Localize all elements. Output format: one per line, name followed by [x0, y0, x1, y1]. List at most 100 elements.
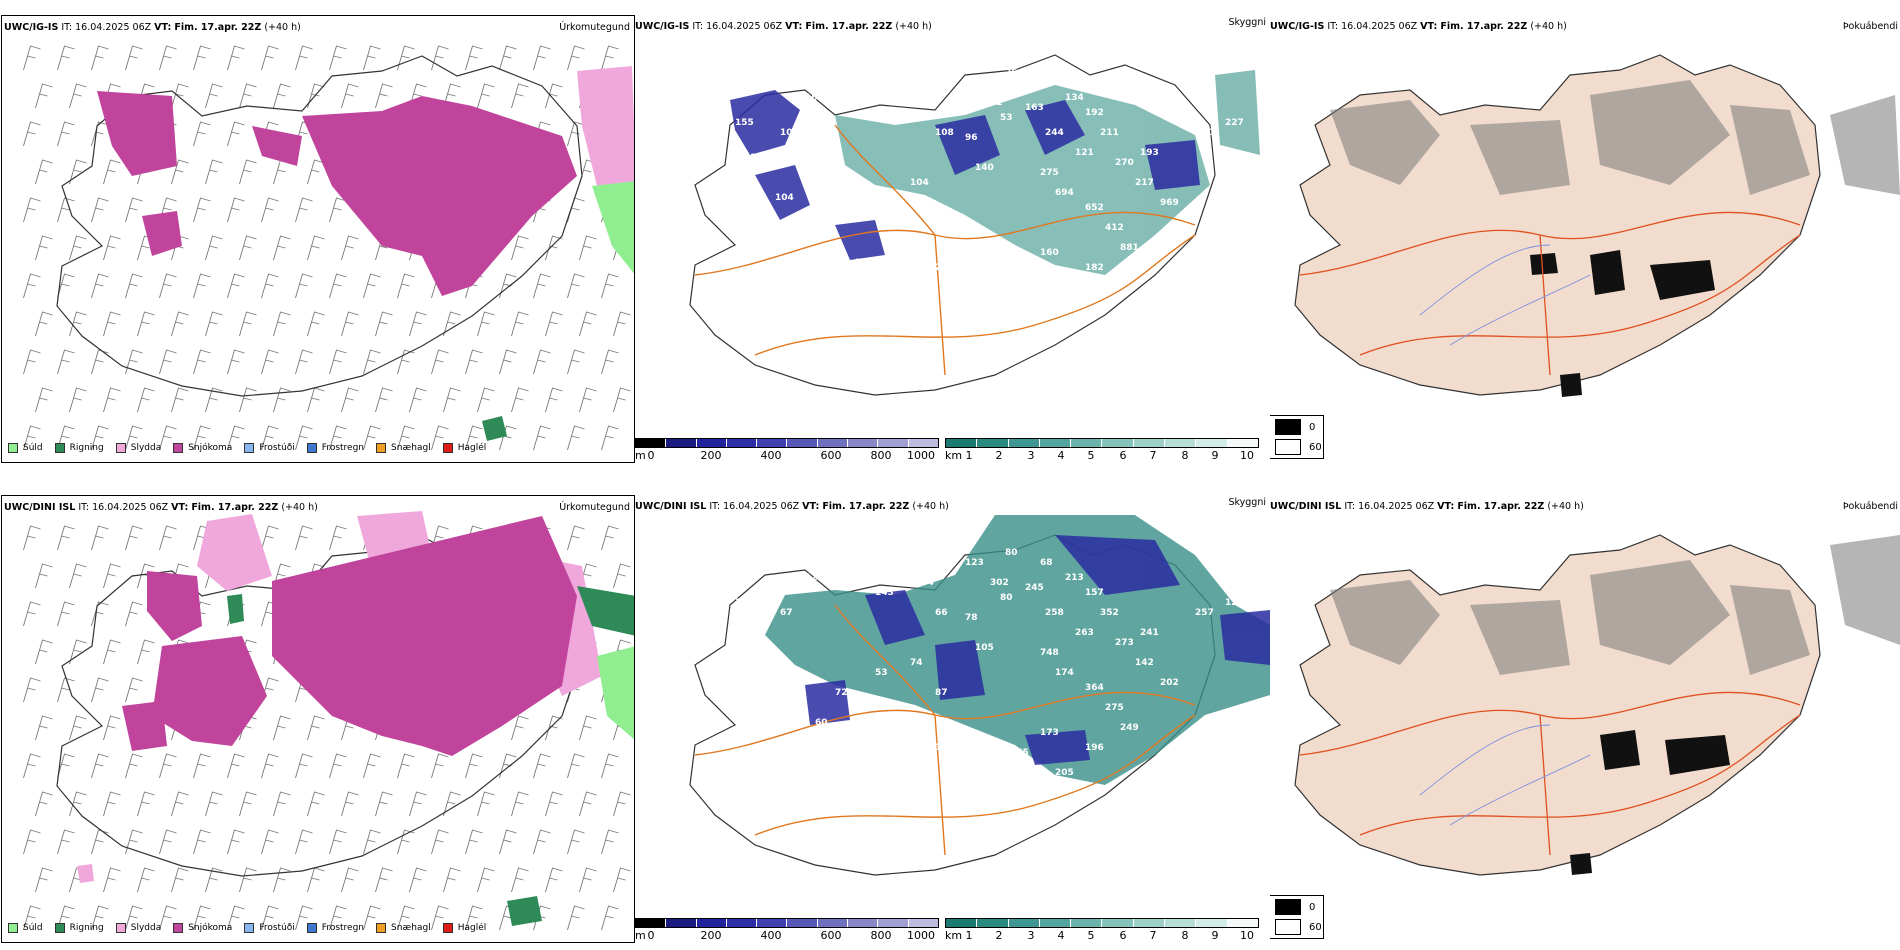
visibility-colorbar: km 1 2 3 4 5 6 7 8 9 10 [945, 918, 1259, 943]
wind-barb [341, 867, 359, 893]
cloud-base-colorbar-bar [635, 438, 939, 448]
fog-title: UWC/IG-IS IT: 16.04.2025 06Z VT: Fim. 17… [1270, 21, 1567, 33]
wind-barb [613, 563, 631, 589]
fog-title: UWC/DINI ISL IT: 16.04.2025 06Z VT: Fim.… [1270, 501, 1584, 513]
wind-barb [363, 829, 381, 855]
wind-barb [159, 905, 177, 931]
wind-barb [35, 235, 53, 261]
wind-barb [511, 791, 529, 817]
wind-barb [465, 349, 483, 375]
wind-barb [341, 387, 359, 413]
cloud-base-label: 51 [990, 98, 1003, 108]
wind-barb [91, 753, 109, 779]
wind-barb [307, 791, 325, 817]
wind-barb [91, 121, 109, 147]
cloud-base-label: 694 [1055, 188, 1074, 198]
wind-barb [329, 829, 347, 855]
wind-barb [545, 235, 563, 261]
wind-barb [35, 715, 53, 741]
wind-barb [205, 387, 223, 413]
wind-barb [329, 197, 347, 223]
wind-barb [329, 525, 347, 551]
cloud-base-label: 270 [1115, 158, 1134, 168]
wind-barb [23, 121, 41, 147]
wind-barb [375, 83, 393, 109]
model-name: UWC/DINI ISL [635, 501, 707, 512]
wind-barb [329, 273, 347, 299]
cloud-type-label: Skyggni [1228, 17, 1266, 28]
wind-barb [533, 273, 551, 299]
wind-barb [613, 311, 631, 337]
cloud-base-label: 105 [875, 188, 894, 198]
wind-barb [567, 349, 585, 375]
it-label: IT: [1344, 501, 1356, 512]
wind-barb [205, 159, 223, 185]
road-network [694, 124, 1196, 376]
init-time: 16.04.2025 06Z [723, 501, 800, 512]
visibility-colorbar: km 1 2 3 4 5 6 7 8 9 10 [945, 438, 1259, 463]
wind-barb [567, 905, 585, 931]
cloud-base-label: 196 [1085, 743, 1104, 753]
wind-barb [273, 235, 291, 261]
cloud-base-label: 275 [1010, 268, 1029, 278]
wind-barb [567, 197, 585, 223]
wind-barb [91, 525, 109, 551]
precip-map-top [23, 45, 634, 451]
cloud-base-label: 227 [1225, 118, 1244, 128]
wind-barb [35, 311, 53, 337]
wind-barb [329, 753, 347, 779]
wind-barb [91, 425, 109, 451]
cloud-base-label: 53 [1000, 113, 1013, 123]
valid-time: Fim. 17.apr. 22Z [1457, 501, 1545, 512]
road-network [1299, 211, 1801, 376]
legend-swatch [115, 443, 126, 453]
cloud-base-label: 60 [815, 718, 828, 728]
wind-barb [601, 45, 619, 71]
legend-item: Súld [8, 923, 43, 933]
cloud-base-label: 142 [1135, 658, 1154, 668]
wind-barb [69, 387, 87, 413]
wind-barb [545, 311, 563, 337]
legend-item: Snæhagl [376, 443, 431, 453]
wind-barb [409, 791, 427, 817]
cloud-base-label: 211 [1100, 128, 1119, 138]
wind-barb [125, 677, 143, 703]
fog-legend-row: 60 [1275, 919, 1322, 935]
wind-barb [273, 311, 291, 337]
legend-item: Frostregn [306, 443, 364, 453]
wind-barb [601, 425, 619, 451]
cloud-base-colorbar: m 0 200 400 600 800 1000 [635, 438, 939, 463]
cloud-base-label: 245 [1025, 583, 1044, 593]
wind-barb [409, 311, 427, 337]
cloud-base-label: 68 [750, 633, 763, 643]
wind-barb [477, 867, 495, 893]
wind-barb [295, 425, 313, 451]
wind-barb [23, 197, 41, 223]
wind-barb [533, 45, 551, 71]
wind-barb [57, 905, 75, 931]
cloud-base-label: 143 [875, 588, 894, 598]
fog-legend-row: 0 [1275, 899, 1315, 915]
cloud-base-label: 258 [1045, 608, 1064, 618]
cloud-base-label: 62 [775, 673, 788, 683]
wind-barb [227, 905, 245, 931]
wind-barb [443, 83, 461, 109]
cloud-base-label: 225 [1040, 78, 1059, 88]
wind-barb [91, 905, 109, 931]
fog-legend: 0 60 [1270, 415, 1324, 459]
wind-barb [35, 639, 53, 665]
wind-barb [341, 791, 359, 817]
cloud-base-label: 86 [835, 208, 848, 218]
sleet-areas [577, 66, 634, 186]
legend-item: Snjókoma [173, 443, 232, 453]
cloud-panel-top: 99 115 72 160 155 103 114 91 104 86 105 75 82 108 96 53… [635, 15, 1270, 463]
wind-barb [601, 349, 619, 375]
wind-barb [567, 829, 585, 855]
rain-areas [482, 416, 507, 441]
wind-barb [125, 197, 143, 223]
fog-panel-top: UWC/IG-IS IT: 16.04.2025 06Z VT: Fim. 17… [1270, 15, 1900, 463]
wind-barb [307, 311, 325, 337]
wind-barb [69, 311, 87, 337]
wind-barb [307, 159, 325, 185]
cloud-base-label: 72 [835, 688, 848, 698]
